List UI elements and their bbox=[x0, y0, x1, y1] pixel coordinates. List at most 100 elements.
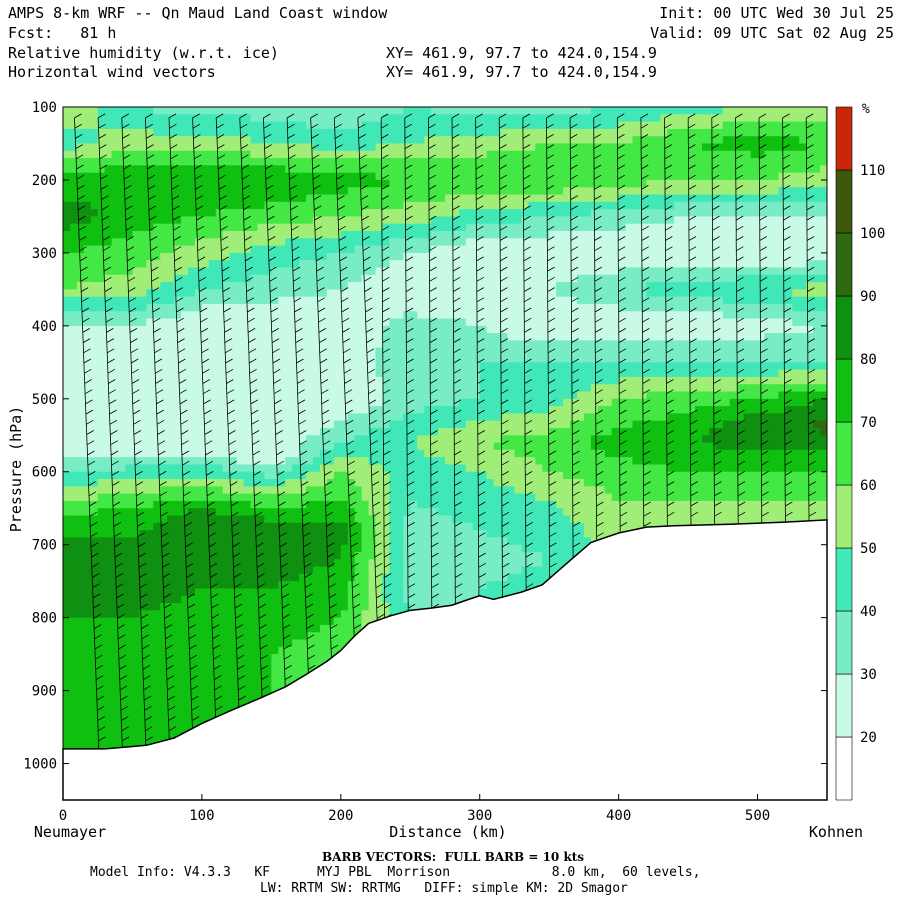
rh-cell bbox=[292, 267, 300, 276]
rh-cell bbox=[132, 347, 140, 356]
rh-cell bbox=[285, 231, 293, 239]
rh-cell bbox=[389, 274, 397, 283]
rh-cell bbox=[222, 420, 231, 429]
rh-cell bbox=[125, 449, 134, 458]
rh-cell bbox=[174, 500, 182, 509]
rh-cell bbox=[208, 238, 217, 247]
rh-cell bbox=[153, 727, 161, 735]
rh-cell bbox=[313, 603, 321, 611]
rh-cell bbox=[194, 216, 203, 225]
rh-cell bbox=[139, 479, 147, 487]
rh-cell bbox=[326, 551, 335, 560]
rh-cell bbox=[424, 143, 432, 152]
rh-cell bbox=[111, 719, 120, 728]
rh-cell bbox=[271, 442, 279, 451]
rh-cell bbox=[167, 267, 175, 276]
rh-cell bbox=[63, 654, 71, 662]
rh-cell bbox=[313, 442, 321, 451]
rh-cell bbox=[361, 581, 370, 590]
rh-cell bbox=[174, 719, 182, 728]
rh-cell bbox=[69, 369, 78, 378]
rh-cell bbox=[111, 734, 120, 743]
rh-cell bbox=[76, 661, 85, 670]
rh-cell bbox=[410, 355, 418, 363]
rh-cell bbox=[257, 223, 266, 232]
rh-cell bbox=[174, 245, 182, 254]
rh-cell bbox=[229, 479, 238, 487]
rh-cell bbox=[188, 194, 196, 203]
rh-cell bbox=[174, 427, 182, 436]
rh-cell bbox=[292, 544, 300, 553]
rh-cell bbox=[340, 325, 349, 334]
rh-cell bbox=[326, 420, 335, 429]
rh-cell bbox=[76, 479, 85, 487]
rh-cell bbox=[326, 223, 335, 232]
rh-cell bbox=[347, 274, 356, 283]
rh-cell bbox=[208, 413, 217, 422]
rh-cell bbox=[313, 252, 321, 261]
rh-cell bbox=[347, 209, 356, 218]
rh-cell bbox=[222, 369, 231, 378]
rh-cell bbox=[174, 617, 182, 626]
rh-cell bbox=[292, 646, 300, 655]
rh-cell bbox=[97, 245, 106, 254]
rh-cell bbox=[208, 668, 217, 677]
rh-cell bbox=[160, 486, 168, 495]
rh-cell bbox=[139, 522, 147, 531]
rh-cell bbox=[174, 435, 182, 444]
rh-cell bbox=[97, 398, 106, 407]
rh-cell bbox=[83, 734, 92, 743]
rh-cell bbox=[229, 223, 238, 232]
rh-cell bbox=[243, 296, 252, 305]
rh-cell bbox=[250, 121, 259, 130]
rh-cell bbox=[139, 165, 147, 174]
rh-cell bbox=[361, 486, 370, 495]
rh-cell bbox=[118, 573, 127, 582]
rh-cell bbox=[299, 143, 307, 152]
rh-cell bbox=[215, 675, 224, 684]
rh-cell bbox=[396, 588, 404, 597]
rh-cell bbox=[347, 581, 356, 590]
rh-cell bbox=[368, 391, 377, 400]
rh-cell bbox=[118, 289, 127, 298]
rh-cell bbox=[354, 172, 363, 181]
rh-cell bbox=[361, 479, 370, 487]
rh-cell bbox=[271, 245, 279, 254]
rh-cell bbox=[188, 427, 196, 436]
rh-cell bbox=[132, 639, 140, 648]
rh-cell bbox=[167, 683, 175, 692]
rh-cell bbox=[111, 603, 120, 611]
rh-cell bbox=[208, 544, 217, 553]
rh-cell bbox=[63, 442, 71, 451]
rh-cell bbox=[278, 252, 286, 261]
rh-cell bbox=[76, 427, 85, 436]
rh-cell bbox=[181, 172, 189, 181]
rh-cell bbox=[319, 515, 328, 524]
rh-cell bbox=[333, 238, 342, 247]
rh-cell bbox=[229, 639, 238, 648]
rh-cell bbox=[250, 282, 259, 290]
rh-cell bbox=[389, 114, 397, 123]
rh-cell bbox=[403, 107, 411, 115]
rh-cell bbox=[403, 588, 411, 597]
rh-cell bbox=[181, 347, 189, 356]
rh-cell bbox=[181, 340, 189, 349]
rh-cell bbox=[264, 216, 272, 225]
rh-cell bbox=[410, 260, 418, 269]
rh-cell bbox=[167, 296, 175, 305]
rh-cell bbox=[104, 187, 113, 196]
rh-cell bbox=[174, 610, 182, 619]
rh-cell bbox=[278, 427, 286, 436]
rh-cell bbox=[90, 617, 99, 626]
rh-cell bbox=[167, 661, 175, 670]
rh-cell bbox=[306, 537, 314, 546]
rh-cell bbox=[264, 427, 272, 436]
rh-cell bbox=[417, 500, 425, 509]
rh-cell bbox=[403, 508, 411, 517]
rh-cell bbox=[104, 646, 113, 655]
rh-cell bbox=[132, 303, 140, 312]
rh-cell bbox=[264, 646, 272, 655]
rh-cell bbox=[396, 303, 404, 312]
rh-cell bbox=[76, 464, 85, 473]
rh-cell bbox=[83, 158, 92, 166]
